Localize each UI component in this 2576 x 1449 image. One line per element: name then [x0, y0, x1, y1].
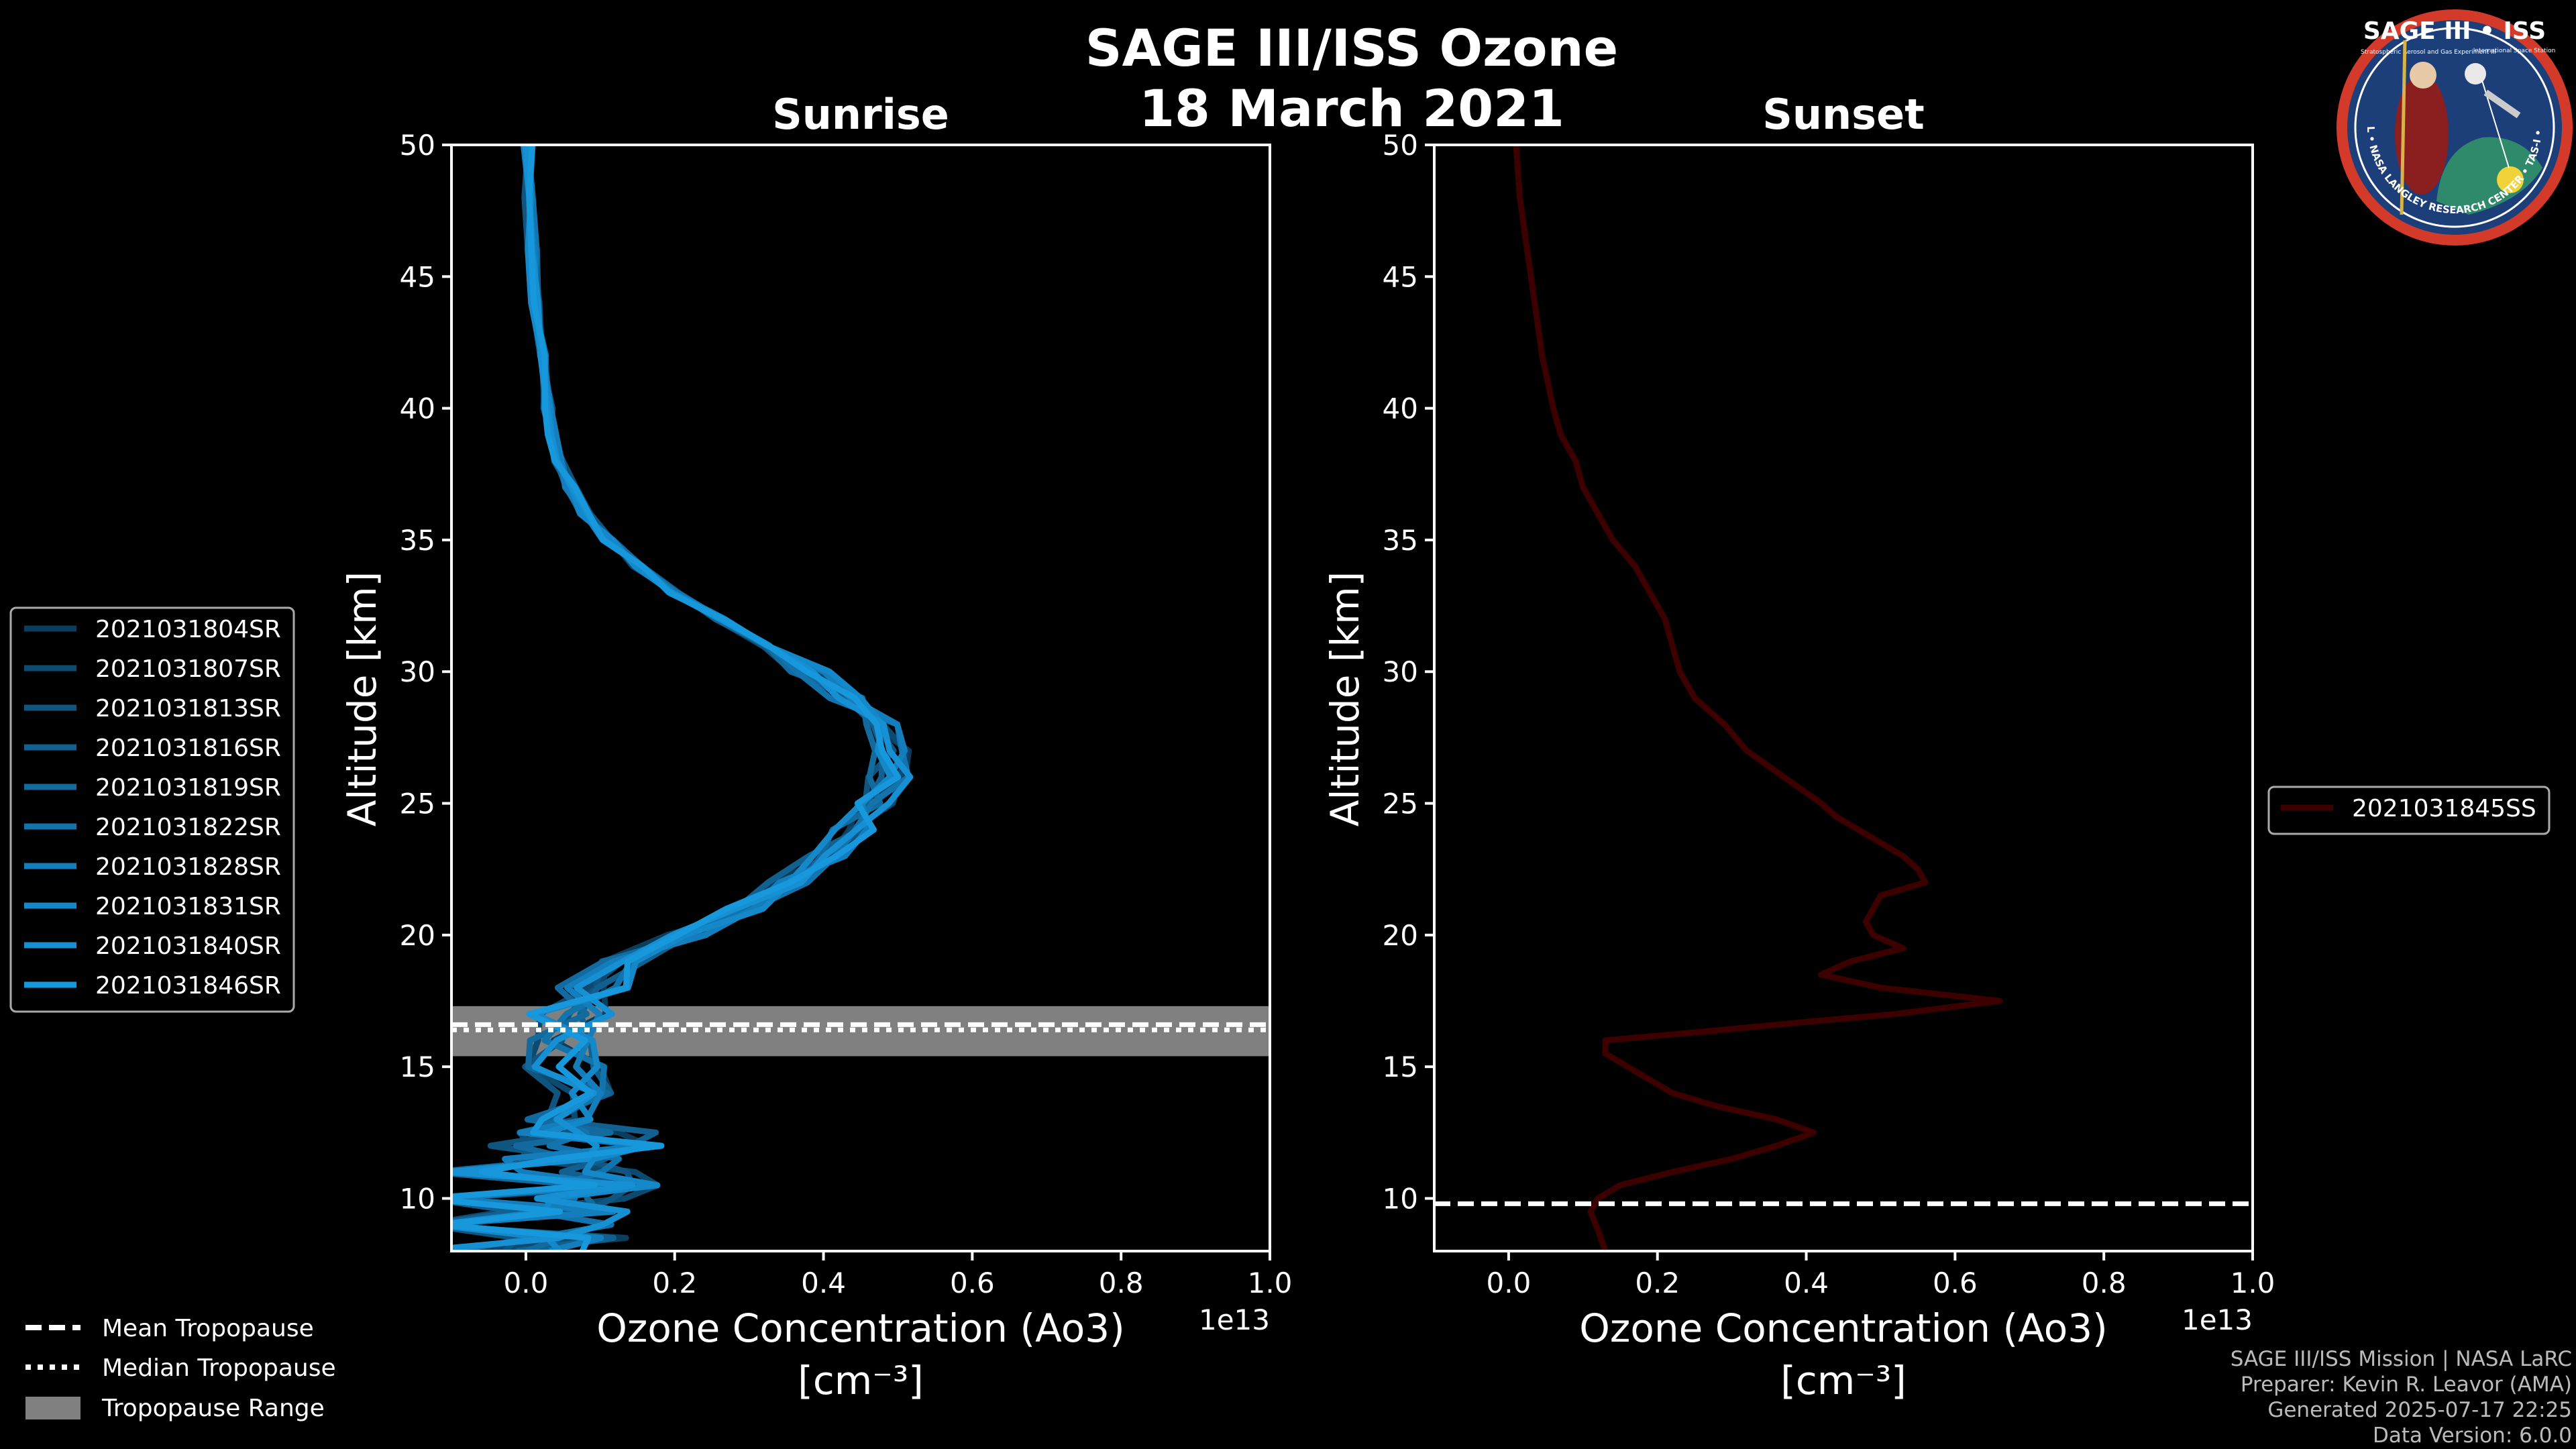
sunrise-legend-label: 2021031822SR: [95, 814, 281, 841]
sunset-legend-label: 2021031845SS: [2352, 795, 2536, 822]
logo-title: SAGE III • ISS: [2363, 17, 2546, 45]
sunrise-ytick-label: 30: [400, 655, 435, 688]
sunrise-ytick-label: 45: [400, 260, 435, 293]
sunset-x-axis-unit: [cm⁻³]: [1780, 1358, 1907, 1403]
sunrise-x-axis-unit: [cm⁻³]: [798, 1358, 924, 1403]
sunrise-legend-label: 2021031819SR: [95, 774, 281, 802]
sunset-profile-2021031845SS: [1513, 145, 2003, 1251]
sunrise-ytick-label: 10: [400, 1182, 435, 1215]
sunrise-xtick-label: 0.2: [652, 1267, 697, 1299]
credit-generated: Generated 2025-07-17 22:25: [2267, 1398, 2572, 1422]
sunrise-plot-frame: [450, 144, 1271, 1252]
sunrise-xtick-label: 1.0: [1248, 1267, 1293, 1299]
sunset-xtick-label: 0.4: [1784, 1267, 1829, 1299]
sunrise-panel: Sunrise 10 15 20 25 30 35 40 45 50 0.0 0.2 0.4 0.6 0…: [339, 90, 1292, 1403]
sunset-ytick-label: 10: [1383, 1182, 1418, 1215]
logo-subtitle-station: International Space Station: [2473, 48, 2556, 54]
sunset-xtick-label: 1.0: [2231, 1267, 2275, 1299]
sunrise-y-axis-label: Altitude [km]: [339, 572, 385, 826]
sunrise-xtick-label: 0.8: [1099, 1267, 1144, 1299]
sunrise-legend-box: [9, 606, 295, 1013]
main-title: SAGE III/ISS Ozone: [1085, 18, 1618, 78]
logo-subtitle-experiment: Stratospheric Aerosol and Gas Experiment…: [2361, 49, 2496, 56]
sunrise-ytick-label: 35: [400, 524, 435, 557]
sunset-legend: 2021031845SS: [2267, 786, 2551, 835]
sunrise-legend-label: 2021031846SR: [95, 972, 281, 1000]
tropopause-range-swatch: [25, 1397, 80, 1419]
sunrise-x-scale-label: 1e13: [1199, 1303, 1270, 1336]
sunrise-legend-label: 2021031807SR: [95, 655, 281, 683]
sunrise-legend-label: 2021031831SR: [95, 893, 281, 920]
sunset-y-axis-label: Altitude [km]: [1322, 572, 1368, 826]
sunset-panel-title: Sunset: [1762, 90, 1925, 139]
sunrise-ytick-label: 25: [400, 788, 435, 820]
sunset-ytick-label: 45: [1383, 260, 1418, 293]
sunrise-legend-label: 2021031816SR: [95, 735, 281, 762]
sunset-panel: Sunset 10 15 20 25 30 35 40 45 50 0.0 0.2 0.4 0.6 0.…: [1322, 90, 2275, 1403]
sunset-ytick-label: 50: [1383, 129, 1418, 162]
tropopause-range-label: Tropopause Range: [101, 1395, 325, 1422]
credit-mission: SAGE III/ISS Mission | NASA LaRC: [2231, 1347, 2572, 1371]
sunset-x-axis-label: Ozone Concentration (Ao3): [1579, 1305, 2108, 1351]
sunrise-profile-2021031846SR: [451, 145, 902, 1251]
sunset-xtick-label: 0.0: [1487, 1267, 1532, 1299]
sunrise-legend-label: 2021031828SR: [95, 853, 281, 881]
mean-tropopause-label: Mean Tropopause: [102, 1315, 314, 1342]
sunrise-legend-label: 2021031813SR: [95, 695, 281, 722]
sunrise-legend: 2021031804SR 2021031807SR 2021031813SR 2021…: [9, 606, 295, 1013]
sunset-ytick-label: 30: [1383, 655, 1418, 688]
sunset-legend-box: [2267, 786, 2551, 835]
sunrise-ytick-label: 15: [400, 1051, 435, 1083]
sunrise-legend-label: 2021031804SR: [95, 616, 281, 643]
sunset-xtick-label: 0.6: [1933, 1267, 1978, 1299]
sunset-plot-frame: [1433, 144, 2254, 1252]
sunset-xtick-label: 0.8: [2082, 1267, 2127, 1299]
sunset-ytick-label: 15: [1383, 1051, 1418, 1083]
sunrise-legend-label: 2021031840SR: [95, 932, 281, 960]
credit-preparer: Preparer: Kevin R. Leavor (AMA): [2241, 1373, 2572, 1397]
sunset-xtick-label: 0.2: [1635, 1267, 1680, 1299]
credits: SAGE III/ISS Mission | NASA LaRC Prepare…: [2231, 1347, 2572, 1448]
sunrise-xtick-label: 0.0: [504, 1267, 549, 1299]
sunrise-ytick-label: 50: [400, 129, 435, 162]
credit-data-version: Data Version: 6.0.0: [2373, 1424, 2572, 1448]
sunrise-x-axis-label: Ozone Concentration (Ao3): [596, 1305, 1125, 1351]
sunrise-panel-title: Sunrise: [772, 90, 949, 139]
sunset-ytick-label: 40: [1383, 392, 1418, 425]
sunrise-xtick-label: 0.4: [801, 1267, 846, 1299]
sunset-ytick-label: 35: [1383, 524, 1418, 557]
logo-earth: [2436, 137, 2542, 215]
sunrise-ytick-label: 40: [400, 392, 435, 425]
sunset-x-scale-label: 1e13: [2182, 1303, 2253, 1336]
sunrise-profile-2021031828SR: [451, 145, 908, 1251]
logo-astronomer-figure: [2395, 74, 2449, 195]
tropopause-legend: Mean Tropopause Median Tropopause Tropop…: [25, 1315, 336, 1422]
sunrise-xtick-label: 0.6: [950, 1267, 995, 1299]
sunset-ytick-label: 20: [1383, 919, 1418, 952]
sunrise-ytick-label: 20: [400, 919, 435, 952]
median-tropopause-label: Median Tropopause: [102, 1354, 336, 1382]
main-title-date: 18 March 2021: [1139, 78, 1564, 138]
sunset-ytick-label: 25: [1383, 788, 1418, 820]
